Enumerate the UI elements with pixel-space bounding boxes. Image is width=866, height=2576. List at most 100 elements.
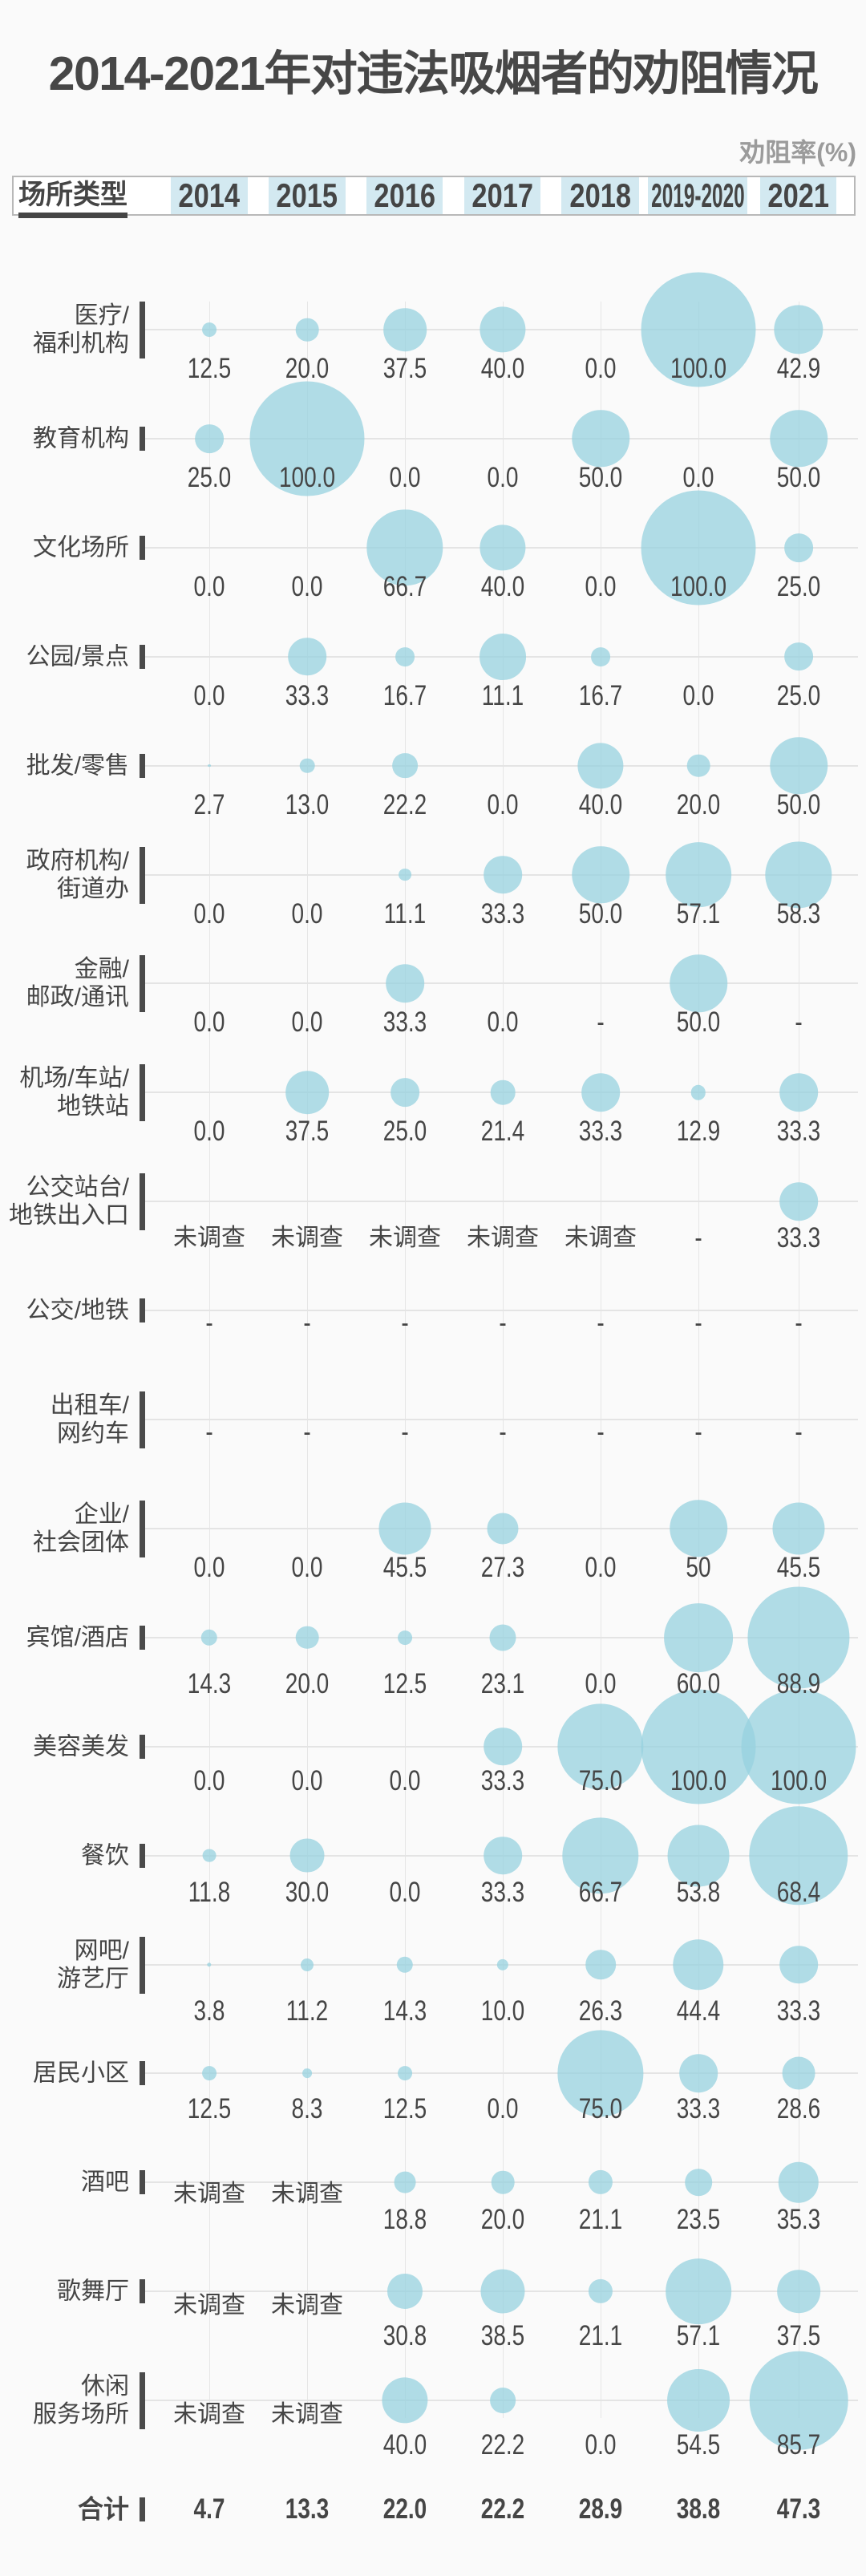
value-label: 12.5 <box>382 2093 427 2125</box>
value-label: 0.0 <box>585 2429 617 2461</box>
value-label: 30.0 <box>285 1876 330 1908</box>
grid-line-vertical <box>306 302 308 2418</box>
value-label: 37.5 <box>285 1116 330 1148</box>
value-label: 0.0 <box>193 1116 225 1148</box>
value-label: 未调查 <box>173 2292 245 2319</box>
year-label: 2018 <box>569 176 631 214</box>
value-label: 未调查 <box>271 1225 343 1252</box>
bubble <box>391 1078 419 1108</box>
row-label: 公交站台/地铁出入口 <box>0 1173 129 1229</box>
row-label-line: 邮政/通讯 <box>26 984 129 1011</box>
bubble <box>490 2388 516 2413</box>
row-label-line: 医疗/ <box>74 302 129 329</box>
grid-line-vertical <box>404 302 406 2418</box>
row-label-line: 休闲 <box>81 2373 129 2400</box>
bubble <box>395 646 415 666</box>
bubble <box>382 2377 428 2424</box>
row-label: 公交/地铁 <box>0 1297 129 1325</box>
value-label: - <box>694 1416 702 1448</box>
bubble <box>490 1080 516 1105</box>
bubble <box>664 1602 733 1672</box>
bubble <box>399 868 411 881</box>
year-header-2018: 2018 <box>561 177 639 214</box>
header-row: 场所类型 2014 2015 2016 2017 2018 2019-2020 … <box>12 176 856 218</box>
year-label: 2016 <box>374 176 435 214</box>
row-label-line: 公交站台/ <box>26 1174 129 1201</box>
row-label-bar <box>140 1173 145 1231</box>
value-label: 26.3 <box>578 1995 623 2027</box>
value-label: 37.5 <box>776 2320 821 2352</box>
row-label-bar <box>140 1734 145 1759</box>
bubble <box>396 1956 414 1973</box>
bubble <box>487 1513 519 1545</box>
bubble <box>366 509 443 586</box>
bubble <box>572 410 629 468</box>
value-label: 100.0 <box>670 1764 727 1796</box>
value-label: 0.0 <box>389 1876 421 1908</box>
row-label-line: 居民小区 <box>33 2060 129 2087</box>
value-label: 0.0 <box>585 1667 617 1699</box>
value-label: - <box>205 1416 213 1448</box>
row-label-bar <box>140 1391 145 1448</box>
row-label: 出租车/网约车 <box>0 1391 129 1448</box>
bubble <box>562 1817 639 1894</box>
value-label: 88.9 <box>776 1667 821 1699</box>
row-label-line: 网约车 <box>57 1420 129 1447</box>
grid-line-horizontal <box>145 1419 858 1420</box>
row-label-bar <box>140 1843 145 1868</box>
value-label: - <box>795 1416 803 1448</box>
grid-line-horizontal <box>145 2072 858 2075</box>
row-label: 机场/车站/地铁站 <box>0 1064 129 1120</box>
bubble <box>200 1629 218 1646</box>
bubble <box>195 424 224 453</box>
value-label: 100.0 <box>670 570 727 602</box>
bubble <box>667 1825 730 1887</box>
value-label: 0.0 <box>193 679 225 711</box>
row-label: 批发/零售 <box>0 751 129 780</box>
value-label: 50.0 <box>776 788 821 820</box>
row-label-line: 地铁出入口 <box>9 1202 129 1229</box>
value-label: 27.3 <box>480 1551 525 1583</box>
chart-title: 2014-2021年对违法吸烟者的劝阻情况 <box>48 47 819 100</box>
value-label: 33.3 <box>776 1222 821 1254</box>
year-header-2019-2020: 2019-2020 <box>648 177 747 214</box>
bubble <box>202 1849 216 1863</box>
row-label-bar <box>140 1625 145 1650</box>
bubble <box>484 1727 522 1766</box>
value-label: 20.0 <box>480 2204 525 2236</box>
value-label: 20.0 <box>285 1667 330 1699</box>
bubble <box>208 763 211 768</box>
value-label: 0.0 <box>487 788 519 820</box>
value-label: 25.0 <box>776 570 821 602</box>
value-label: 22.2 <box>382 788 427 820</box>
value-label: - <box>795 1307 803 1339</box>
value-label: 12.5 <box>187 2093 232 2125</box>
row-label-line: 地铁站 <box>57 1093 129 1120</box>
value-label: 85.7 <box>776 2429 821 2461</box>
value-label: 33.3 <box>676 2093 721 2125</box>
value-label: 21.1 <box>578 2320 623 2352</box>
row-label-line: 文化场所 <box>33 534 129 561</box>
value-label: 25.0 <box>187 461 232 493</box>
year-label: 2019-2020 <box>650 176 745 214</box>
row-label: 政府机构/街道办 <box>0 847 129 903</box>
value-label: 53.8 <box>676 1876 721 1908</box>
bubble <box>770 410 828 468</box>
bubble <box>749 2351 848 2450</box>
value-label: 100.0 <box>770 1764 828 1796</box>
value-label: 50.0 <box>676 1007 721 1039</box>
row-label-line: 服务场所 <box>33 2401 129 2428</box>
bubble <box>774 305 824 354</box>
grid-line-horizontal <box>145 437 858 439</box>
bubble <box>673 1938 724 1991</box>
bubble <box>572 845 629 904</box>
value-label: 0.0 <box>585 1551 617 1583</box>
value-label: 75.0 <box>578 2093 623 2125</box>
value-label: 13.0 <box>285 788 330 820</box>
value-label: 0.0 <box>291 570 323 602</box>
bubble <box>295 318 319 342</box>
row-label-bar <box>140 2170 145 2195</box>
value-label: 23.1 <box>480 1667 525 1699</box>
value-label: 45.5 <box>776 1551 821 1583</box>
unit-label: 劝阻率(%) <box>739 138 856 167</box>
